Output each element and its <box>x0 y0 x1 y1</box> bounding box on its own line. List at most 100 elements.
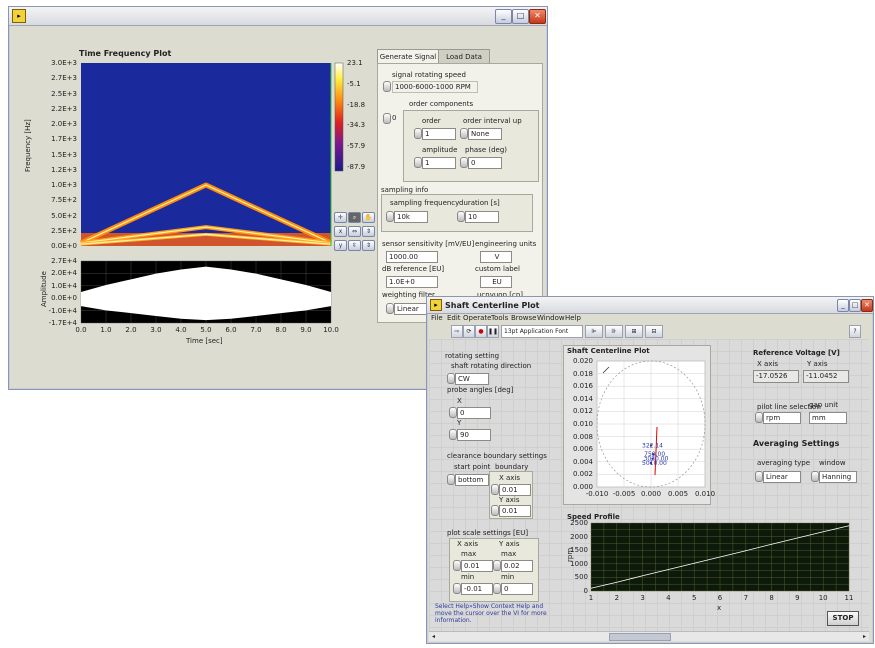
phase-input[interactable]: 0 <box>468 157 502 169</box>
lock-y-icon[interactable]: ⇕ <box>362 240 375 251</box>
minimize-button[interactable]: _ <box>837 299 849 312</box>
rotating-direction-stepper[interactable] <box>447 373 455 384</box>
scroll-left-icon[interactable]: ◂ <box>431 633 435 640</box>
x-format-icon[interactable]: ⇔ <box>348 226 361 237</box>
distribute-icon[interactable]: ⊪ <box>605 325 623 338</box>
pilot-line-stepper[interactable] <box>755 412 763 423</box>
x-min-input[interactable]: -0.01 <box>461 583 493 595</box>
start-point-input[interactable]: bottom <box>455 474 489 486</box>
averaging-type-stepper[interactable] <box>755 471 763 482</box>
probe-y-input[interactable]: 90 <box>457 429 491 441</box>
menu-help[interactable]: Help <box>565 314 581 322</box>
rotating-speed-stepper[interactable] <box>383 81 391 92</box>
order-interval-stepper[interactable] <box>460 128 468 139</box>
boundary-y-stepper[interactable] <box>491 505 499 516</box>
tab-generate-signal[interactable]: Generate Signal <box>377 49 439 64</box>
run-arrow-icon[interactable]: ⇨ <box>451 325 463 338</box>
x-min-stepper[interactable] <box>453 583 461 594</box>
scroll-thumb[interactable] <box>609 633 671 641</box>
weighting-filter-input[interactable]: Linear <box>394 303 434 315</box>
y-format-icon[interactable]: ⇳ <box>348 240 361 251</box>
y-min-stepper[interactable] <box>493 583 501 594</box>
rotating-direction-input[interactable]: CW <box>455 373 489 385</box>
phase-stepper[interactable] <box>460 157 468 168</box>
amplitude-tick: 2.0E+4 <box>51 269 77 278</box>
rotating-speed-input[interactable]: 1000-6000-1000 RPM <box>392 81 478 93</box>
signal-rotating-speed-label: signal rotating speed <box>392 71 466 79</box>
boundary-y-input[interactable]: 0.01 <box>499 505 531 517</box>
custom-label-input[interactable]: EU <box>480 276 512 288</box>
time-tick: 6.0 <box>225 326 237 334</box>
window-input[interactable]: Hanning <box>819 471 857 483</box>
resize-icon[interactable]: ⊞ <box>625 325 643 338</box>
run-continuous-icon[interactable]: ⟳ <box>463 325 475 338</box>
amplitude-stepper[interactable] <box>414 157 422 168</box>
probe-x-input[interactable]: 0 <box>457 407 491 419</box>
maximize-button[interactable]: □ <box>849 299 861 312</box>
zoom-tool-icon[interactable]: ⌕ <box>348 212 361 223</box>
tab-load-data[interactable]: Load Data <box>438 49 490 64</box>
order-input[interactable]: 1 <box>422 128 456 140</box>
order-interval-input[interactable]: None <box>468 128 502 140</box>
menu-file[interactable]: File <box>431 314 443 322</box>
sampling-info-label: sampling info <box>381 186 429 194</box>
scp-point <box>651 457 654 460</box>
x-max-stepper[interactable] <box>453 560 461 571</box>
scp-point <box>649 444 653 447</box>
averaging-type-input[interactable]: Linear <box>763 471 801 483</box>
pan-tool-icon[interactable]: ✋ <box>362 212 375 223</box>
close-button[interactable]: ✕ <box>529 9 546 24</box>
boundary-x-stepper[interactable] <box>491 484 499 495</box>
pause-icon[interactable]: ❚❚ <box>487 325 499 338</box>
y-max-input[interactable]: 0.02 <box>501 560 533 572</box>
help-icon[interactable]: ? <box>849 325 861 338</box>
order-index-value[interactable]: 0 <box>392 114 397 122</box>
menu-tools[interactable]: Tools <box>491 314 509 322</box>
db-reference-input[interactable]: 1.0E+0 <box>386 276 438 288</box>
scroll-right-icon[interactable]: ▸ <box>862 633 866 640</box>
menu-browse[interactable]: Browse <box>511 314 537 322</box>
align-icon[interactable]: ⊫ <box>585 325 603 338</box>
y-max-stepper[interactable] <box>493 560 501 571</box>
duration-input[interactable]: 10 <box>465 211 499 223</box>
boundary-x-input[interactable]: 0.01 <box>499 484 531 496</box>
order-stepper[interactable] <box>414 128 422 139</box>
maximize-button[interactable]: □ <box>512 9 529 24</box>
x-scale-icon[interactable]: x <box>334 226 347 237</box>
time-tick: 3.0 <box>150 326 162 334</box>
order-index-stepper[interactable] <box>383 113 391 124</box>
y-min-input[interactable]: 0 <box>501 583 533 595</box>
menu-operate[interactable]: Operate <box>463 314 492 322</box>
pilot-line-input[interactable]: rpm <box>763 412 801 424</box>
probe-x-stepper[interactable] <box>449 407 457 418</box>
speed-x-tick: 11 <box>844 594 854 602</box>
reorder-icon[interactable]: ⊟ <box>645 325 663 338</box>
stop-button[interactable]: STOP <box>827 611 859 626</box>
menu-edit[interactable]: Edit <box>447 314 461 322</box>
engineering-units-input[interactable]: V <box>480 251 512 263</box>
duration-stepper[interactable] <box>457 211 465 222</box>
pilot-line-label: pilot line selection <box>757 403 821 411</box>
amplitude-envelope <box>81 266 331 321</box>
cursor-tool-icon[interactable]: ✛ <box>334 212 347 223</box>
lock-x-icon[interactable]: ⇕ <box>362 226 375 237</box>
menu-window[interactable]: Window <box>537 314 565 322</box>
close-button[interactable]: ✕ <box>861 299 873 312</box>
horizontal-scrollbar[interactable]: ◂ ▸ <box>429 631 869 641</box>
sensor-sensitivity-input[interactable]: 1000.00 <box>386 251 438 263</box>
weighting-filter-stepper[interactable] <box>386 303 394 314</box>
start-point-stepper[interactable] <box>447 474 455 485</box>
abort-icon[interactable]: ● <box>475 325 487 338</box>
window-stepper[interactable] <box>811 471 819 482</box>
amplitude-input[interactable]: 1 <box>422 157 456 169</box>
window-label: window <box>819 459 846 467</box>
x-max-input[interactable]: 0.01 <box>461 560 493 572</box>
scp-point-label: 750.00 <box>644 451 665 458</box>
sampling-frequency-stepper[interactable] <box>386 211 394 222</box>
y-scale-icon[interactable]: y <box>334 240 347 251</box>
gap-unit-input[interactable]: mm <box>809 412 847 424</box>
minimize-button[interactable]: _ <box>495 9 512 24</box>
sampling-frequency-input[interactable]: 10k <box>394 211 428 223</box>
probe-y-stepper[interactable] <box>449 429 457 440</box>
font-select[interactable]: 13pt Application Font <box>501 325 583 338</box>
